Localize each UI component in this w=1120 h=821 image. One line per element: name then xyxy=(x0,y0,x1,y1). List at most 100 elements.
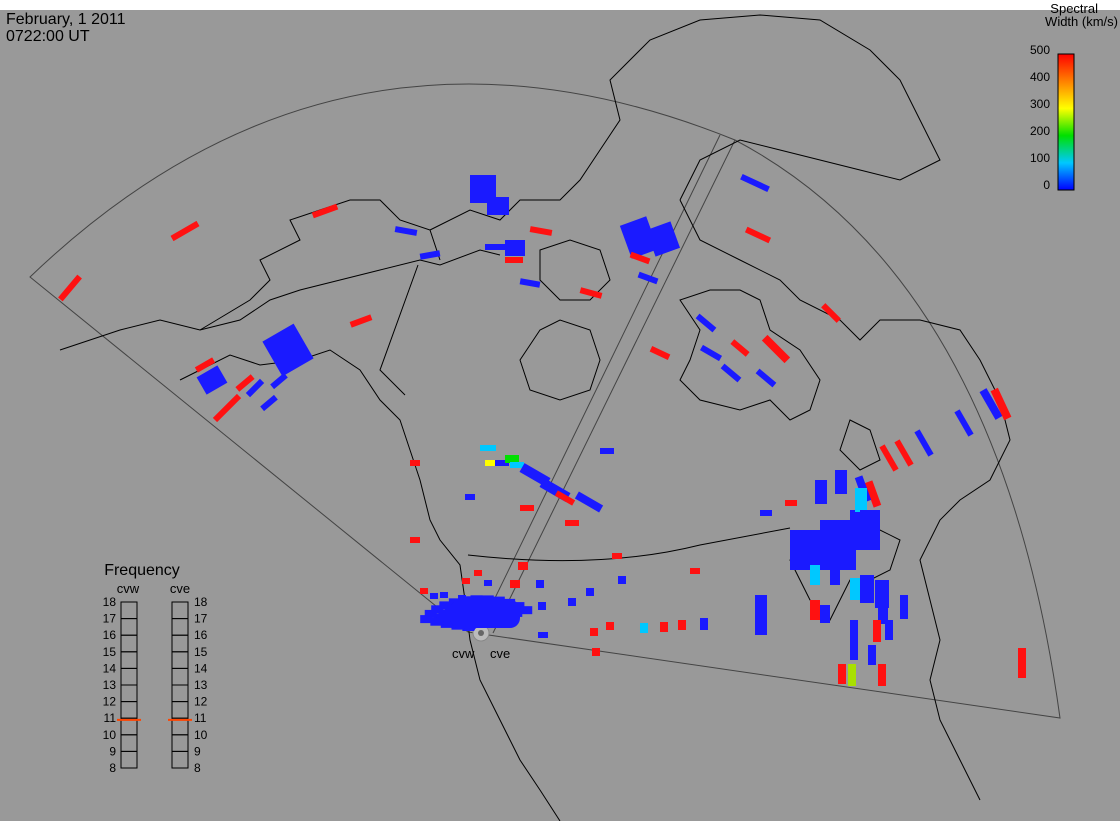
echo-cell xyxy=(349,314,373,328)
echo-cell xyxy=(245,378,265,398)
echo-cell xyxy=(699,344,723,362)
echo-cell xyxy=(520,606,533,615)
echo-cell xyxy=(979,388,1003,420)
echo-cell xyxy=(878,664,886,686)
echo-cell xyxy=(860,510,878,550)
echo-cell xyxy=(612,553,622,559)
frequency-tick: 8 xyxy=(194,761,201,775)
echo-cell xyxy=(430,617,443,626)
echo-cell xyxy=(990,387,1012,421)
echo-cell xyxy=(592,648,600,656)
echo-cell xyxy=(394,226,418,236)
frequency-tick: 16 xyxy=(194,628,208,642)
frequency-bars: 18 18 17 17 16 16 15 15 14 14 13 13 12 12 11 11 10 10 9 9 8 8 xyxy=(103,595,208,775)
echo-cell xyxy=(420,588,428,594)
echo-cell xyxy=(420,615,433,624)
echo-cell xyxy=(474,570,482,576)
echo-cell xyxy=(821,303,841,323)
frequency-tick: 15 xyxy=(103,645,117,659)
echo-cell xyxy=(538,602,546,610)
echo-cell xyxy=(480,445,496,451)
echo-cell xyxy=(761,334,791,364)
echo-cell xyxy=(462,578,470,584)
beam-boundary-line xyxy=(492,139,736,634)
frequency-tick: 9 xyxy=(194,744,201,758)
frequency-tick: 8 xyxy=(109,761,116,775)
echo-cell xyxy=(755,368,777,388)
echo-cell xyxy=(440,592,448,598)
echo-cell xyxy=(481,595,494,604)
echo-cell xyxy=(868,645,876,665)
echo-cell xyxy=(1018,648,1026,678)
echo-cell xyxy=(850,620,858,660)
echo-cell xyxy=(510,462,524,468)
echo-cell xyxy=(529,226,553,236)
echo-cell xyxy=(885,620,893,640)
echo-cell xyxy=(660,622,668,632)
echo-cell xyxy=(470,595,483,604)
radar-site-dot xyxy=(478,630,484,636)
echo-cell xyxy=(262,323,314,377)
frequency-box xyxy=(171,750,189,769)
echo-cell xyxy=(58,274,82,302)
echo-cell xyxy=(212,393,242,423)
frequency-title: Frequency xyxy=(104,562,180,579)
echo-cell xyxy=(196,365,228,395)
echo-cell xyxy=(519,278,541,288)
frequency-tick: 16 xyxy=(103,628,117,642)
echo-cell xyxy=(815,480,827,504)
echo-cell xyxy=(565,520,579,526)
colorbar-title-line2: Width (km/s) xyxy=(1045,14,1118,29)
echo-cell xyxy=(485,460,497,466)
frequency-tick: 15 xyxy=(194,645,208,659)
echo-cell xyxy=(520,505,534,511)
echo-cell xyxy=(410,537,420,543)
echo-cell xyxy=(235,374,255,392)
echo-cell xyxy=(487,197,509,215)
alaska-canada-border xyxy=(379,264,419,396)
frequency-tick: 11 xyxy=(194,711,207,725)
frequency-tick: 9 xyxy=(109,744,116,758)
date-label: February, 1 2011 xyxy=(6,11,126,28)
site-label-cvw: cvw xyxy=(452,646,475,661)
map-background xyxy=(0,10,1120,821)
echo-cell xyxy=(495,460,509,466)
echo-cell xyxy=(695,313,717,333)
echo-cell xyxy=(431,605,444,614)
echo-cell xyxy=(311,203,339,219)
frequency-tick: 11 xyxy=(104,711,117,725)
echo-cell xyxy=(645,221,681,257)
echo-cell xyxy=(730,339,750,357)
radar-echo-cells xyxy=(58,173,1026,686)
echo-cell xyxy=(790,530,820,570)
frequency-radar-cve: cve xyxy=(170,581,190,596)
echo-cell xyxy=(678,620,686,630)
echo-cell xyxy=(465,494,475,500)
echo-cell xyxy=(835,470,847,494)
echo-cell xyxy=(820,605,830,623)
echo-cell xyxy=(568,598,576,606)
echo-cell xyxy=(505,257,523,263)
echo-cell xyxy=(619,216,659,259)
echo-cell xyxy=(637,271,659,285)
echo-cell xyxy=(419,250,441,260)
echo-cell xyxy=(510,580,520,588)
frequency-radar-cvw: cvw xyxy=(117,581,140,596)
echo-cell xyxy=(438,609,451,618)
echo-cell xyxy=(424,609,437,618)
echo-cell xyxy=(720,363,742,383)
time-label: 0722:00 UT xyxy=(6,28,90,45)
echo-cell xyxy=(270,372,288,390)
frequency-tick: 13 xyxy=(194,678,208,692)
frequency-tick: 14 xyxy=(103,661,117,675)
colorbar-title-line1: Spectral xyxy=(1050,1,1098,16)
colorbar-tick: 300 xyxy=(1030,97,1050,111)
echo-cell xyxy=(864,480,882,508)
echo-cell-cluster xyxy=(450,600,520,628)
echo-cell xyxy=(518,562,528,570)
echo-cell xyxy=(848,664,856,686)
colorbar-tick: 200 xyxy=(1030,124,1050,138)
echo-cell xyxy=(574,491,604,513)
